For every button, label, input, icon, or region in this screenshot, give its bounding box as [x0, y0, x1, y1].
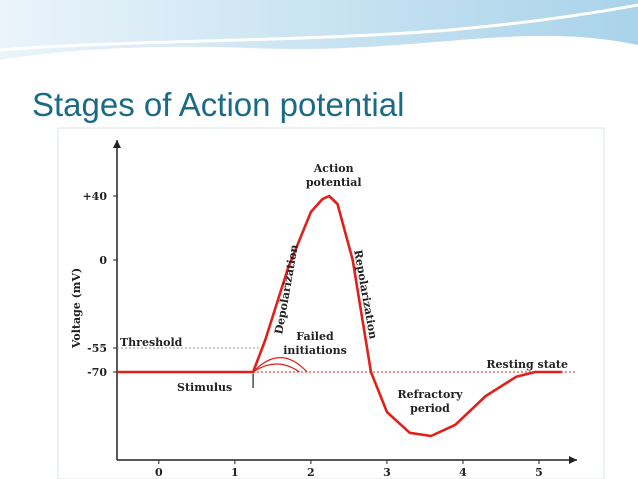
x-tick-label: 4: [459, 466, 467, 479]
annotation: potential: [306, 176, 362, 189]
y-arrow: [113, 140, 121, 148]
x-tick-label: 3: [383, 466, 391, 479]
x-arrow: [569, 456, 577, 464]
annotation: Threshold: [120, 336, 183, 349]
x-tick-label: 2: [307, 466, 315, 479]
x-tick-label: 1: [231, 466, 239, 479]
annotation: period: [410, 402, 450, 415]
slide-title: Stages of Action potential: [32, 86, 404, 123]
y-tick-label: +40: [82, 190, 107, 203]
x-tick-label: 5: [535, 466, 543, 479]
failed-initiation: [252, 357, 308, 373]
header-curve: [0, 3, 638, 52]
annotation: initiations: [283, 344, 347, 357]
x-tick-label: 0: [155, 466, 163, 479]
annotation: Refractory: [397, 388, 463, 401]
failed-initiation: [252, 363, 300, 373]
chart-frame: [57, 127, 605, 479]
header-wave: [0, 0, 638, 60]
data-line: [117, 194, 562, 438]
y-tick-label: 0: [99, 254, 107, 267]
y-axis-label: Voltage (mV): [70, 268, 83, 349]
annotation: Failed: [296, 330, 334, 343]
annotation: Action: [313, 162, 354, 175]
annotation: Stimulus: [177, 381, 232, 394]
y-tick-label: -55: [87, 342, 107, 355]
annotation: Resting state: [486, 358, 568, 371]
y-tick-label: -70: [87, 366, 107, 379]
